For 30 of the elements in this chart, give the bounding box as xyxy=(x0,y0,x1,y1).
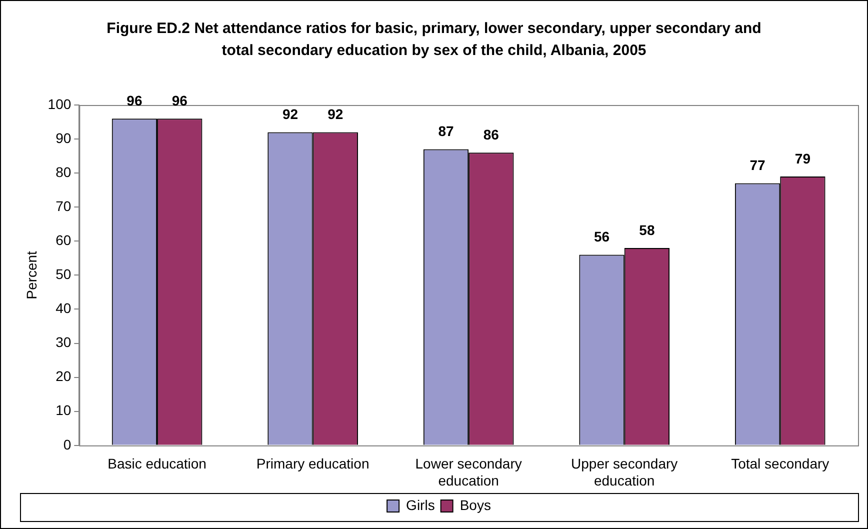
data-label: 92 xyxy=(282,106,298,122)
data-label: 77 xyxy=(750,157,766,174)
data-label: 87 xyxy=(438,123,454,140)
x-tick-label: Basic education xyxy=(108,456,206,472)
data-label: 56 xyxy=(594,228,610,245)
y-tick-label: 60 xyxy=(56,232,72,248)
y-tick-label: 80 xyxy=(56,164,72,180)
x-tick-label: Upper secondary education xyxy=(571,456,678,488)
y-tick-label: 70 xyxy=(56,198,72,214)
y-tick-label: 20 xyxy=(56,368,72,384)
data-label: 96 xyxy=(126,92,142,108)
data-label: 92 xyxy=(328,106,344,122)
y-tick-label: 90 xyxy=(56,130,72,146)
x-tick-label: Primary education xyxy=(256,456,370,472)
y-tick-label: 0 xyxy=(63,436,72,452)
x-tick-label: Total secondary xyxy=(731,456,830,472)
x-tick-label: Lower secondary education xyxy=(415,456,522,488)
y-tick-label: 100 xyxy=(48,96,72,112)
data-label: 58 xyxy=(639,222,655,238)
y-tick-label: 40 xyxy=(56,300,72,316)
data-label: 96 xyxy=(172,92,188,108)
legend-label: Girls xyxy=(406,496,435,513)
chart-title: Figure ED.2 Net attendance ratios for basic, primary, lower secondary, upper secondary and total secondary education by sex of the child, Albania, 2005 xyxy=(106,19,762,61)
y-tick-label: 10 xyxy=(56,402,72,418)
y-axis-title: Percent xyxy=(23,250,40,300)
data-label: 86 xyxy=(483,126,500,143)
data-label: 79 xyxy=(794,150,811,166)
y-tick-label: 50 xyxy=(56,266,72,282)
y-tick-label: 30 xyxy=(56,334,72,350)
legend-label: Boys xyxy=(460,496,491,513)
